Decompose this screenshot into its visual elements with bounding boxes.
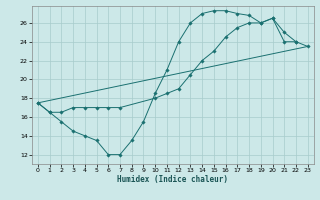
X-axis label: Humidex (Indice chaleur): Humidex (Indice chaleur): [117, 175, 228, 184]
